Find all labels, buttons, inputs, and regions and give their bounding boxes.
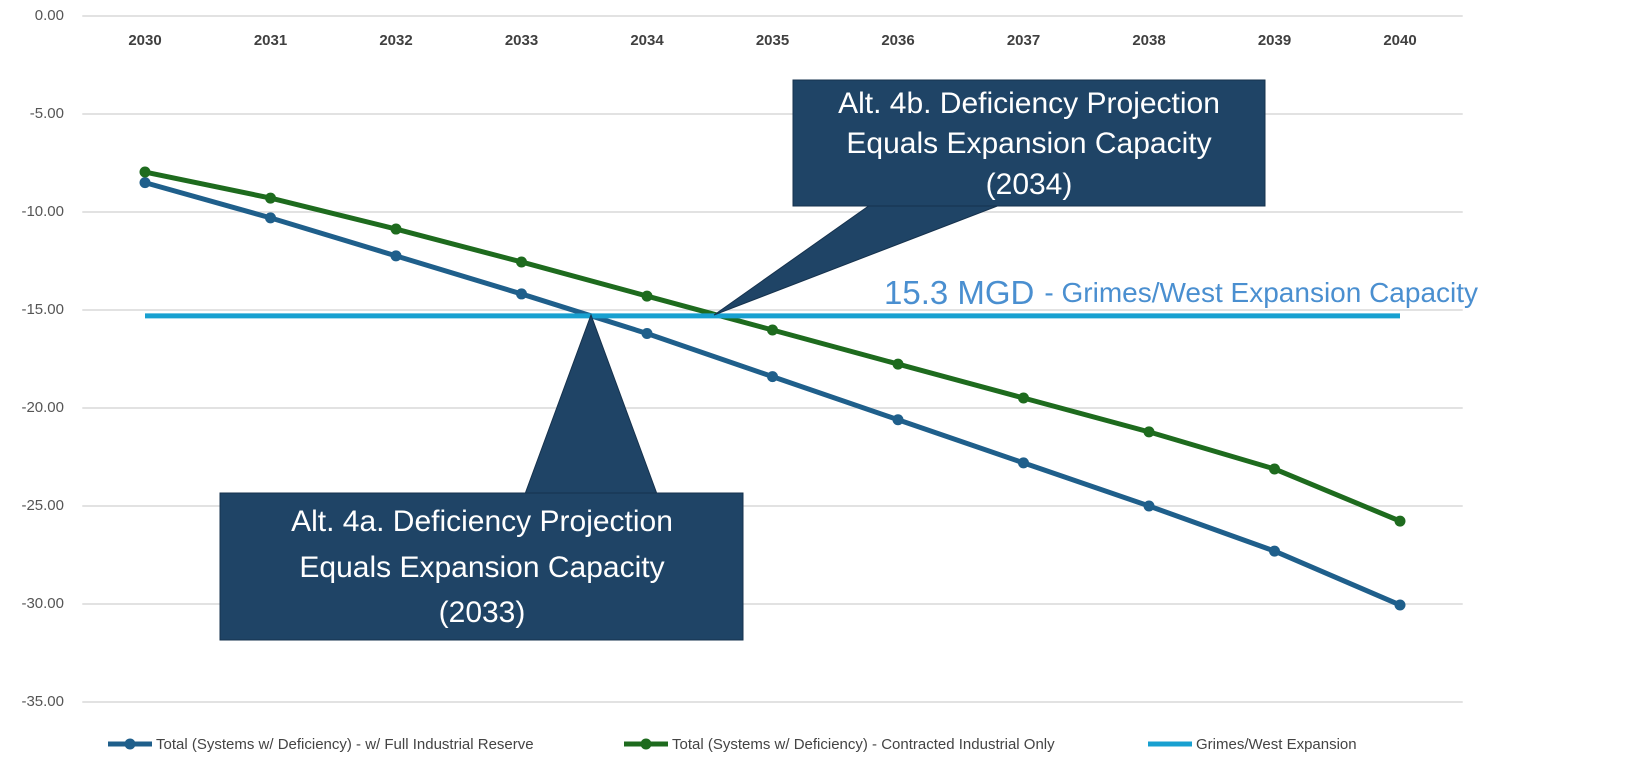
x-tick-label: 2036: [881, 32, 914, 49]
point: [1394, 599, 1406, 611]
point: [390, 223, 402, 235]
callout-box: [792, 79, 1266, 207]
legend-marker: [640, 738, 652, 750]
callout-4b: Alt. 4b. Deficiency Projection Equals Ex…: [713, 79, 1266, 316]
legend-label: Total (Systems w/ Deficiency) - Contract…: [672, 736, 1055, 753]
point: [390, 250, 402, 262]
point: [516, 256, 527, 268]
x-tick-label: 2030: [128, 32, 161, 49]
point: [641, 290, 653, 302]
point: [516, 288, 527, 300]
point: [1269, 545, 1280, 557]
x-tick-label: 2037: [1007, 32, 1040, 49]
callout-4a: Alt. 4a. Deficiency Projection Equals Ex…: [219, 313, 744, 641]
lines: [139, 166, 1406, 611]
x-tick-label: 2032: [379, 32, 412, 49]
point: [265, 212, 276, 224]
callout-box: [219, 492, 744, 641]
y-tick-label: -30.00: [21, 595, 64, 612]
point: [265, 192, 276, 204]
point: [1143, 500, 1155, 512]
point: [1269, 463, 1280, 475]
y-tick-label: 0.00: [35, 7, 64, 24]
callout-text: (2034): [986, 168, 1073, 201]
point: [892, 414, 904, 426]
y-tick-label: -25.00: [21, 497, 64, 514]
x-tick-label: 2038: [1132, 32, 1165, 49]
x-tick-label: 2034: [630, 32, 664, 49]
legend-label: Total (Systems w/ Deficiency) - w/ Full …: [156, 736, 534, 753]
y-tick-label: -15.00: [21, 301, 64, 318]
point: [139, 177, 151, 189]
capacity-annotation: 15.3 MGD - Grimes/West Expansion Capacity: [884, 274, 1478, 311]
point: [641, 328, 653, 340]
point: [892, 358, 904, 370]
x-tick-label: 2039: [1258, 32, 1291, 49]
callout-pointer: [524, 313, 658, 495]
point: [1018, 457, 1029, 469]
annotation-value: 15.3 MGD: [884, 274, 1034, 311]
x-tick-label: 2031: [254, 32, 287, 49]
point: [767, 371, 778, 383]
legend-label: Grimes/West Expansion: [1196, 736, 1357, 753]
annotation-text: - Grimes/West Expansion Capacity: [1044, 277, 1478, 308]
legend-marker: [124, 738, 136, 750]
point: [767, 324, 778, 336]
point: [1018, 392, 1029, 404]
y-tick-label: -5.00: [30, 105, 64, 122]
callout-text: (2033): [439, 596, 526, 629]
x-tick-label: 2040: [1383, 32, 1416, 49]
callout-text: Alt. 4b. Deficiency Projection: [838, 87, 1220, 120]
series-line: [144, 169, 1401, 524]
callout-text: Equals Expansion Capacity: [299, 551, 664, 584]
y-tick-label: -35.00: [21, 693, 64, 710]
y-tick-label: -10.00: [21, 203, 64, 220]
point: [1394, 515, 1406, 527]
x-tick-label: 2033: [505, 32, 538, 49]
point: [1143, 426, 1155, 438]
callout-text: Alt. 4a. Deficiency Projection: [291, 505, 673, 538]
point: [139, 166, 151, 178]
callout-text: Equals Expansion Capacity: [846, 127, 1211, 160]
x-tick-label: 2035: [756, 32, 789, 49]
y-tick-label: -20.00: [21, 399, 64, 416]
